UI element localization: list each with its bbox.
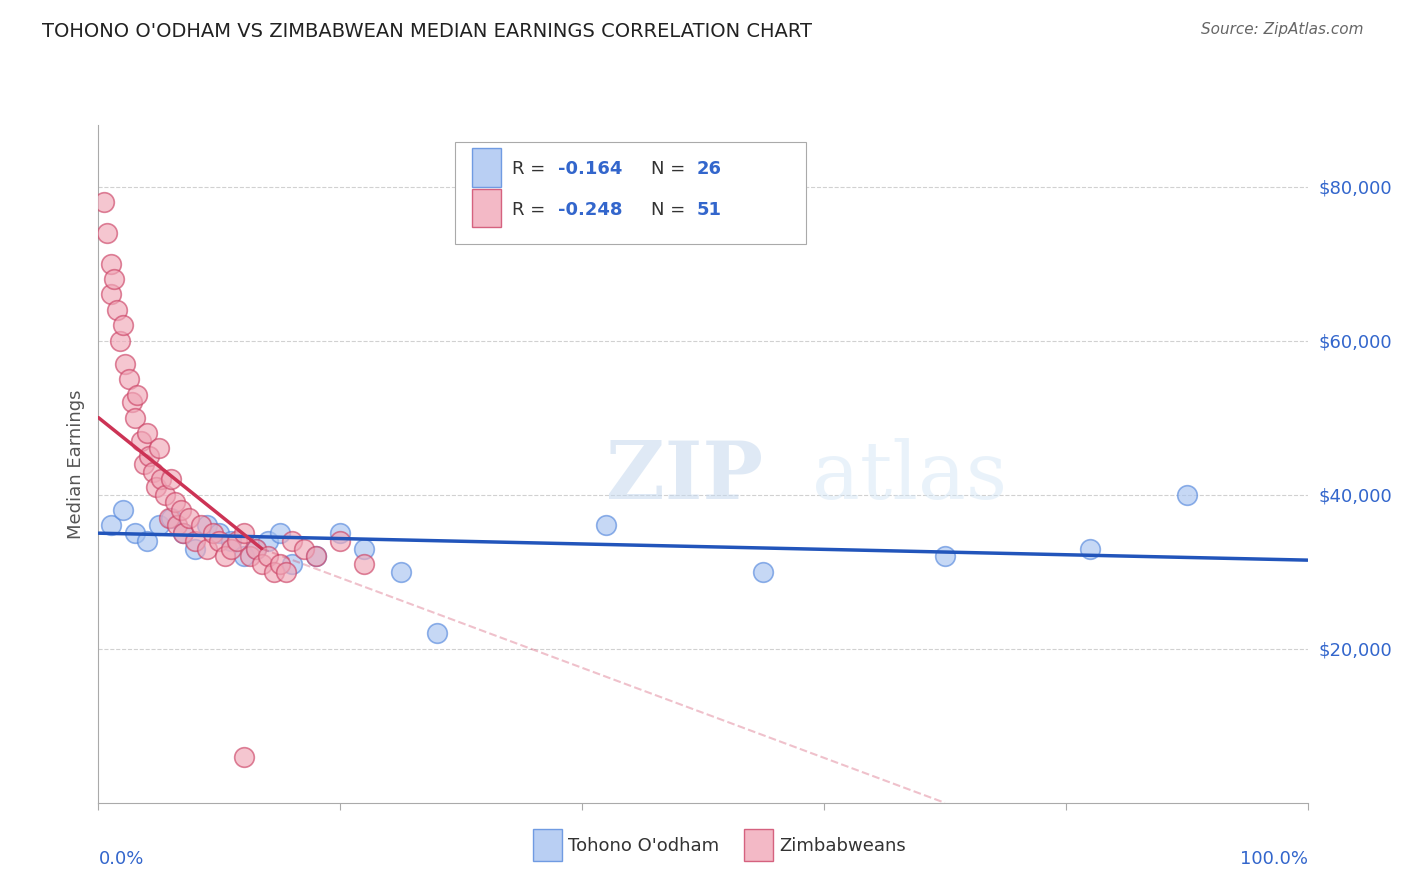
Point	[329, 533, 352, 548]
Point	[208, 533, 231, 548]
Point	[232, 749, 254, 764]
Text: R =: R =	[512, 160, 551, 178]
Point	[263, 565, 285, 579]
Point	[184, 541, 207, 556]
Text: Zimbabweans: Zimbabweans	[779, 837, 905, 855]
Y-axis label: Median Earnings: Median Earnings	[66, 389, 84, 539]
Point	[93, 194, 115, 209]
Point	[292, 541, 315, 556]
Point	[160, 510, 183, 524]
Text: 0.0%: 0.0%	[98, 850, 143, 868]
Text: N =: N =	[651, 201, 690, 219]
Point	[111, 503, 134, 517]
Point	[202, 526, 225, 541]
Point	[121, 395, 143, 409]
Point	[1078, 541, 1101, 556]
Point	[281, 557, 304, 571]
Point	[305, 549, 328, 564]
Point	[274, 565, 297, 579]
FancyBboxPatch shape	[456, 142, 806, 244]
Point	[135, 425, 157, 440]
FancyBboxPatch shape	[533, 830, 561, 861]
Text: Tohono O'odham: Tohono O'odham	[568, 837, 718, 855]
Point	[256, 549, 278, 564]
Text: N =: N =	[651, 160, 690, 178]
Point	[134, 457, 156, 471]
Point	[221, 533, 243, 548]
Point	[305, 549, 328, 564]
Text: Source: ZipAtlas.com: Source: ZipAtlas.com	[1201, 22, 1364, 37]
Point	[195, 541, 218, 556]
Text: 51: 51	[697, 201, 721, 219]
Point	[166, 518, 188, 533]
Point	[177, 510, 201, 524]
Point	[150, 472, 173, 486]
Point	[157, 510, 180, 524]
Point	[103, 272, 125, 286]
Point	[226, 533, 249, 548]
Point	[190, 518, 212, 533]
Point	[250, 557, 273, 571]
Point	[426, 626, 449, 640]
Point	[214, 549, 236, 564]
Point	[184, 533, 207, 548]
Text: atlas: atlas	[811, 438, 1007, 516]
Point	[153, 488, 176, 502]
Point	[163, 495, 186, 509]
Point	[100, 518, 122, 533]
Point	[239, 549, 262, 564]
Point	[221, 541, 243, 556]
Point	[353, 541, 375, 556]
Point	[105, 302, 128, 317]
Point	[100, 287, 122, 301]
Point	[934, 549, 956, 564]
FancyBboxPatch shape	[744, 830, 773, 861]
Point	[172, 526, 194, 541]
Point	[142, 465, 165, 479]
Text: TOHONO O'ODHAM VS ZIMBABWEAN MEDIAN EARNINGS CORRELATION CHART: TOHONO O'ODHAM VS ZIMBABWEAN MEDIAN EARN…	[42, 22, 813, 41]
Text: 100.0%: 100.0%	[1240, 850, 1308, 868]
Point	[329, 526, 352, 541]
Point	[108, 334, 131, 348]
Point	[281, 533, 304, 548]
Point	[127, 387, 149, 401]
Point	[1175, 488, 1198, 502]
Point	[114, 357, 136, 371]
Point	[124, 410, 146, 425]
Point	[138, 449, 160, 463]
Point	[595, 518, 617, 533]
Point	[160, 472, 183, 486]
Point	[245, 541, 267, 556]
Text: -0.164: -0.164	[558, 160, 623, 178]
Point	[96, 226, 118, 240]
Point	[208, 526, 231, 541]
Point	[111, 318, 134, 333]
Point	[100, 256, 122, 270]
Point	[148, 518, 170, 533]
Point	[135, 533, 157, 548]
Point	[129, 434, 152, 448]
Text: ZIP: ZIP	[606, 438, 763, 516]
Text: -0.248: -0.248	[558, 201, 623, 219]
Point	[145, 480, 167, 494]
Point	[169, 503, 191, 517]
Point	[389, 565, 412, 579]
Point	[269, 557, 291, 571]
FancyBboxPatch shape	[472, 188, 501, 227]
Point	[232, 549, 254, 564]
FancyBboxPatch shape	[472, 148, 501, 186]
Point	[256, 533, 278, 548]
Point	[269, 526, 291, 541]
Text: 26: 26	[697, 160, 721, 178]
Point	[148, 442, 170, 456]
Point	[245, 541, 267, 556]
Text: R =: R =	[512, 201, 551, 219]
Point	[124, 526, 146, 541]
Point	[118, 372, 141, 386]
Point	[232, 526, 254, 541]
Point	[752, 565, 775, 579]
Point	[195, 518, 218, 533]
Point	[172, 526, 194, 541]
Point	[353, 557, 375, 571]
